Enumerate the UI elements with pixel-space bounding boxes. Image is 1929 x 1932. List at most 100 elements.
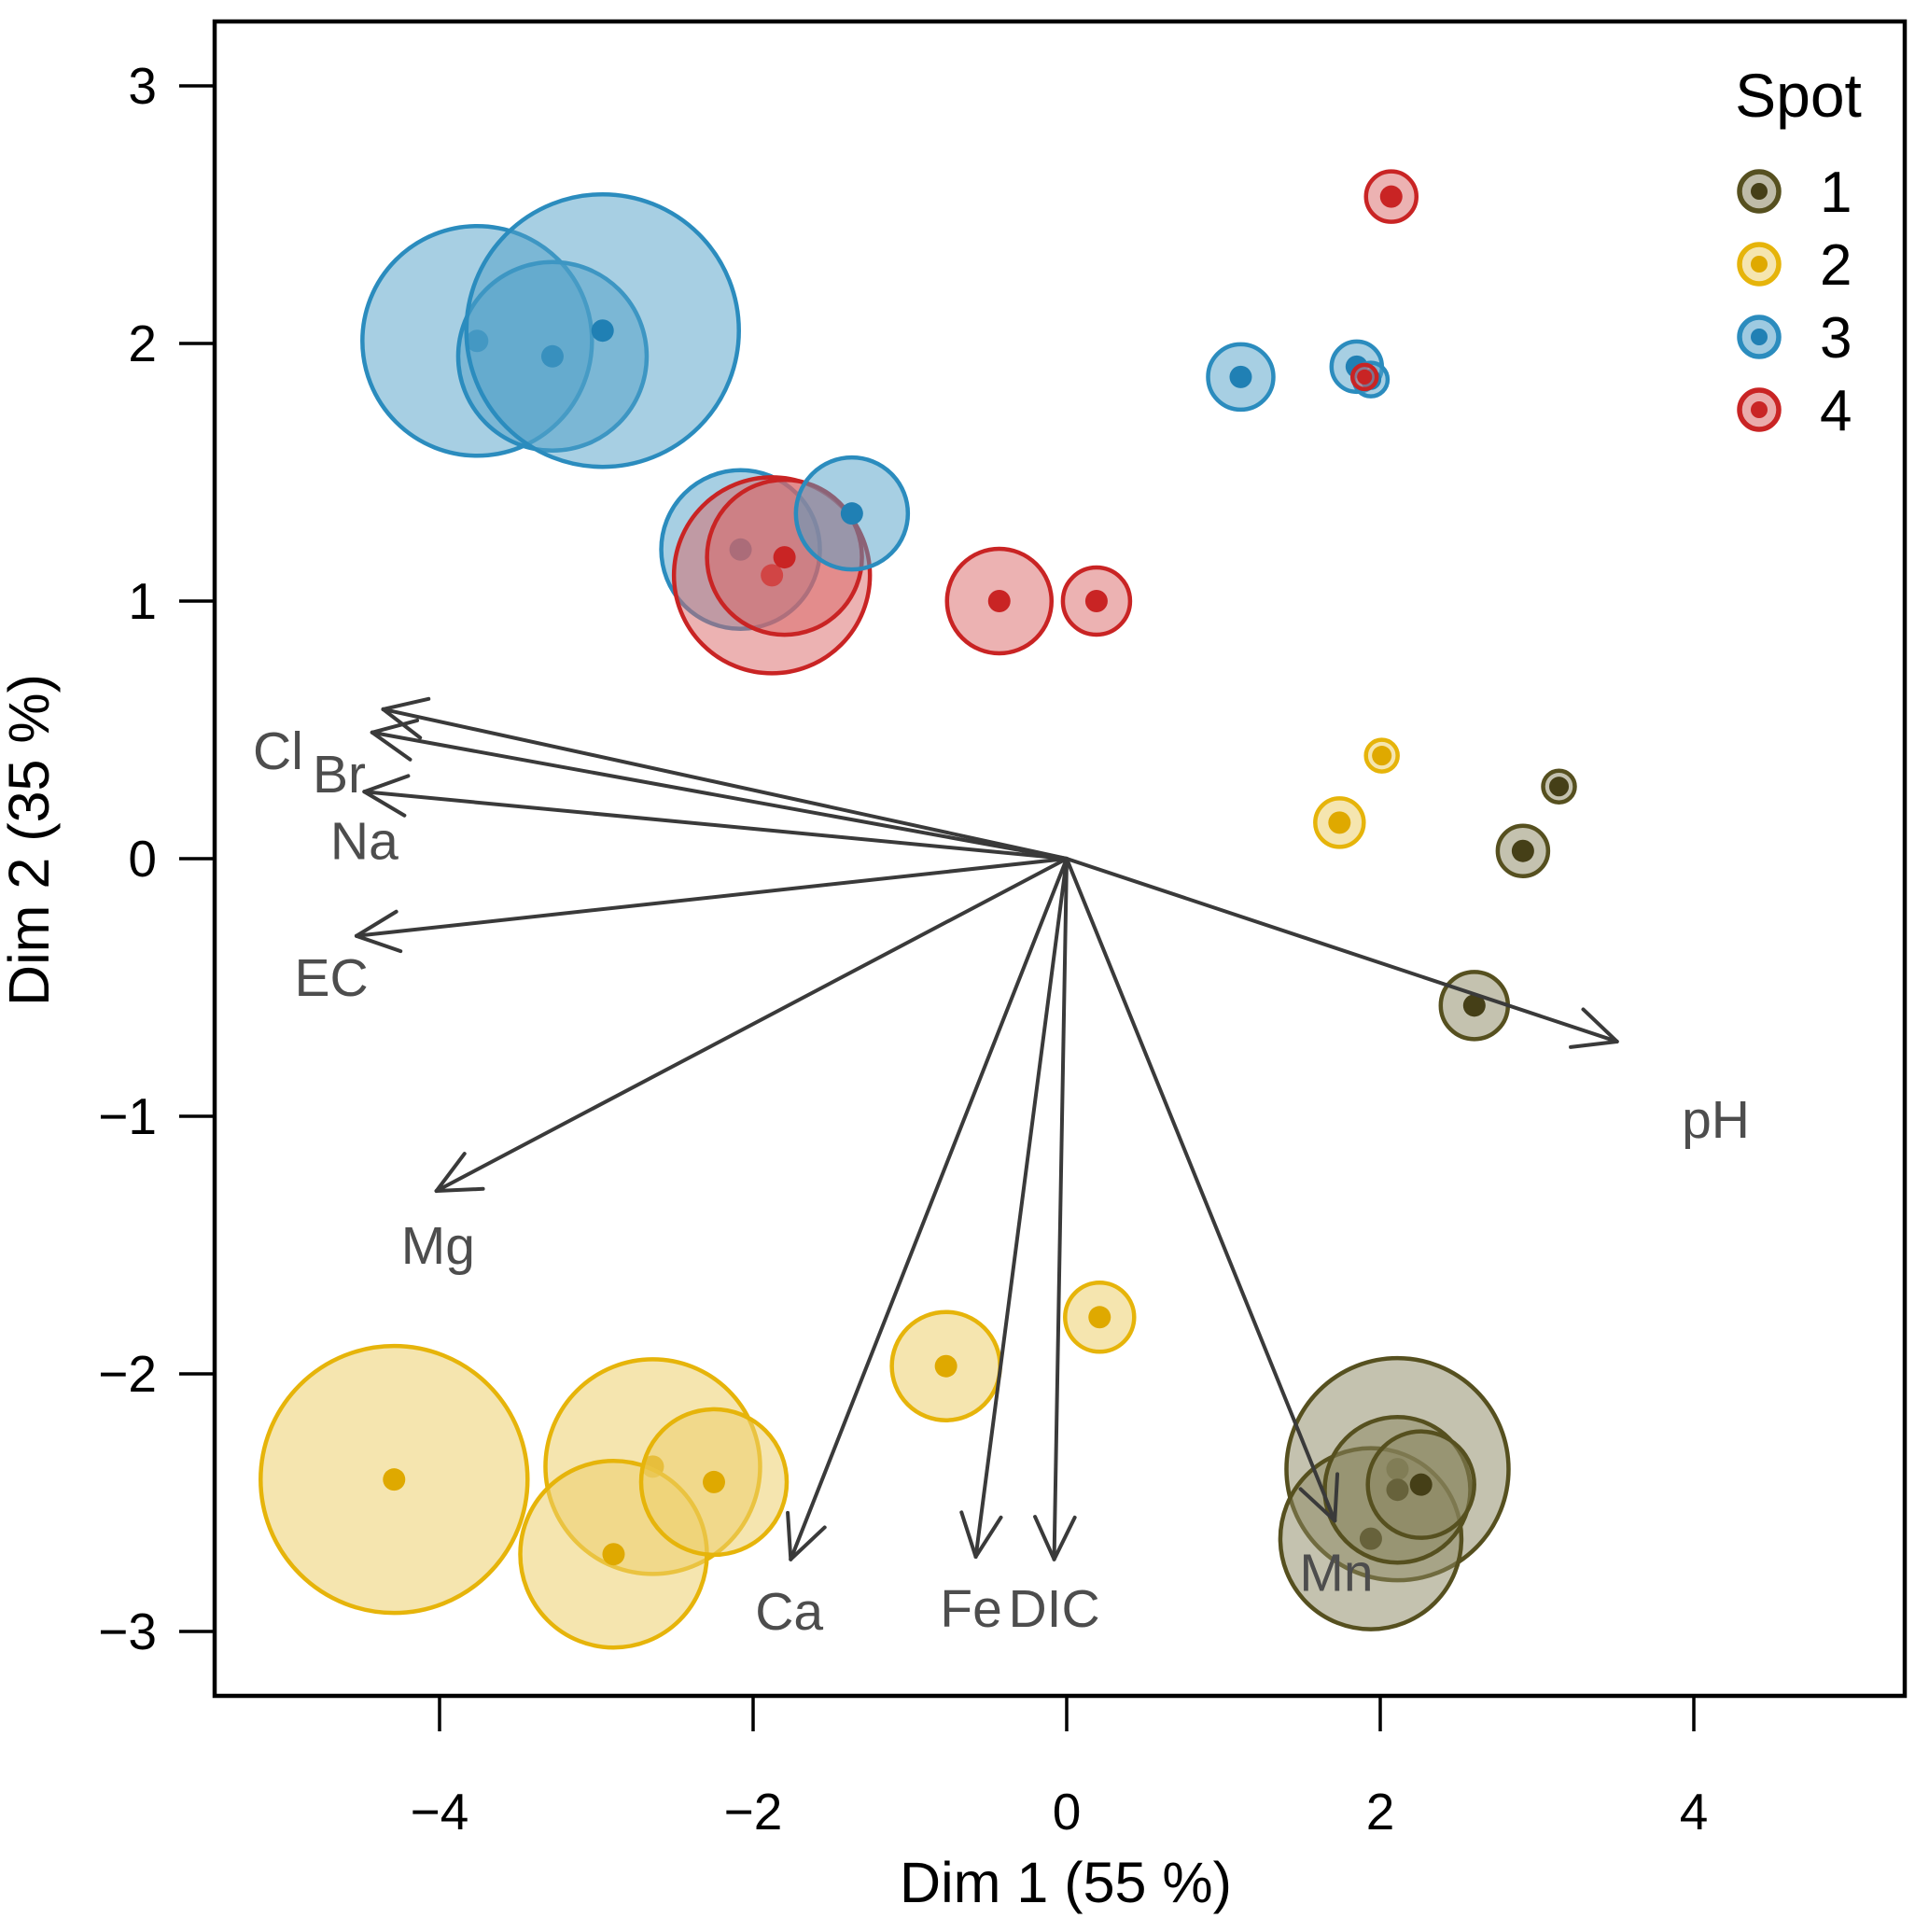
arrow-barb xyxy=(789,1525,827,1561)
arrow-shaft xyxy=(362,790,1069,861)
bubble-center-dot xyxy=(1084,590,1108,612)
bubble-center-dot xyxy=(1229,365,1252,388)
bubble-center-dot xyxy=(1088,1306,1111,1329)
bubble-spot-2 xyxy=(889,1309,1002,1422)
bubble-center-dot xyxy=(773,546,796,569)
bubble-center-dot xyxy=(840,502,863,525)
y-tick-label: 2 xyxy=(128,315,157,372)
y-tick-label: −2 xyxy=(98,1345,157,1403)
y-tick-label: 1 xyxy=(128,572,157,630)
arrow-ec xyxy=(354,857,1069,954)
y-axis-title: Dim 2 (35 %) xyxy=(0,674,61,1006)
y-tick-label: −1 xyxy=(98,1087,157,1145)
bubble-spot-4 xyxy=(944,546,1055,656)
bubble-center-dot xyxy=(703,1470,725,1493)
arrow-barb xyxy=(1569,1039,1619,1049)
variable-label-ec: EC xyxy=(294,948,368,1008)
legend-item-4: 4 xyxy=(1737,379,1852,443)
arrow-barb xyxy=(381,696,431,711)
loading-arrows-layer xyxy=(354,696,1619,1561)
variable-label-ph: pH xyxy=(1682,1090,1750,1150)
variable-label-mg: Mg xyxy=(401,1216,475,1276)
arrow-shaft xyxy=(1065,857,1337,1523)
variable-label-na: Na xyxy=(330,812,398,872)
x-tick-label: −2 xyxy=(724,1783,783,1841)
arrow-barb xyxy=(1052,1515,1077,1561)
arrow-shaft xyxy=(370,730,1069,861)
arrow-na xyxy=(362,774,1069,861)
legend-item-label: 4 xyxy=(1820,379,1852,443)
bubble-spot-2 xyxy=(259,1343,530,1616)
bubble-spot-3 xyxy=(1206,342,1276,413)
legend-item-3: 3 xyxy=(1737,306,1852,371)
bubble-spot-2 xyxy=(1363,737,1400,774)
legend-item-2: 2 xyxy=(1737,233,1852,298)
bubble-spot-3 xyxy=(793,455,911,572)
bubble-center-dot xyxy=(934,1354,958,1378)
variable-label-mn: Mn xyxy=(1299,1544,1373,1603)
arrow-shaft xyxy=(434,857,1069,1194)
arrow-barb xyxy=(362,790,407,818)
x-tick-label: −4 xyxy=(411,1783,469,1841)
bubble-center-dot xyxy=(1357,369,1373,385)
y-tick-label: −3 xyxy=(98,1603,157,1660)
arrow-br xyxy=(370,718,1069,861)
bubble-spot-2 xyxy=(1063,1281,1137,1354)
arrow-fe xyxy=(959,857,1069,1559)
arrow-shaft xyxy=(354,857,1069,938)
bubble-spot-4 xyxy=(1363,169,1419,224)
bubble-center-dot xyxy=(1462,994,1486,1017)
legend-swatch-dot xyxy=(1751,256,1768,273)
variable-label-dic: DIC xyxy=(1008,1579,1099,1639)
variable-label-br: Br xyxy=(313,745,366,805)
arrow-shaft xyxy=(789,857,1069,1561)
arrow-mg xyxy=(434,857,1069,1194)
arrow-barb xyxy=(362,774,411,794)
legend: Spot 1 2 3 4 xyxy=(1735,61,1862,443)
arrow-barb xyxy=(786,1510,793,1561)
bubble-center-dot xyxy=(602,1543,625,1566)
bubble-spot-1 xyxy=(1495,823,1551,878)
bubble-center-dot xyxy=(1511,839,1534,862)
y-tick-label: 0 xyxy=(128,830,157,888)
legend-item-label: 2 xyxy=(1820,233,1852,298)
arrow-ph xyxy=(1065,857,1619,1049)
arrow-barb xyxy=(973,1515,1003,1559)
legend-swatch-dot xyxy=(1751,329,1768,345)
arrow-barb xyxy=(434,1152,467,1194)
y-tick-label: 3 xyxy=(128,57,157,115)
bubble-spot-4 xyxy=(1349,362,1379,392)
arrow-shaft xyxy=(381,707,1069,861)
x-tick-label: 0 xyxy=(1053,1783,1082,1841)
variable-label-ca: Ca xyxy=(755,1582,823,1642)
arrow-barb xyxy=(370,718,420,735)
bubble-spot-1 xyxy=(1438,970,1511,1042)
arrow-shaft xyxy=(1065,857,1619,1043)
variable-label-cl: Cl xyxy=(253,721,303,781)
arrow-mn xyxy=(1065,857,1340,1523)
arrow-ca xyxy=(786,857,1069,1561)
variable-label-fe: Fe xyxy=(940,1579,1002,1639)
axis-ticks: −4 −2 0 2 4 3 2 1 0 −1 −2 −3 xyxy=(98,57,1708,1841)
arrow-barb xyxy=(354,933,403,954)
bubble-spot-4 xyxy=(1060,565,1133,637)
bubbles-layer xyxy=(259,169,1577,1650)
arrow-barb xyxy=(1333,1472,1340,1523)
legend-item-label: 1 xyxy=(1820,161,1852,225)
arrow-barb xyxy=(1581,1007,1619,1043)
bubble-center-dot xyxy=(591,319,614,343)
x-tick-label: 4 xyxy=(1680,1783,1709,1841)
legend-swatch-dot xyxy=(1751,183,1768,200)
legend-swatch-dot xyxy=(1751,401,1768,418)
bubble-spot-1 xyxy=(1541,768,1577,805)
x-tick-label: 2 xyxy=(1366,1783,1395,1841)
legend-item-1: 1 xyxy=(1737,161,1852,225)
arrow-barb xyxy=(370,730,412,762)
bubble-spot-2 xyxy=(638,1407,790,1558)
arrow-cl xyxy=(381,696,1069,861)
bubble-center-dot xyxy=(383,1468,406,1491)
arrow-barb xyxy=(434,1186,485,1194)
legend-item-label: 3 xyxy=(1820,306,1852,371)
